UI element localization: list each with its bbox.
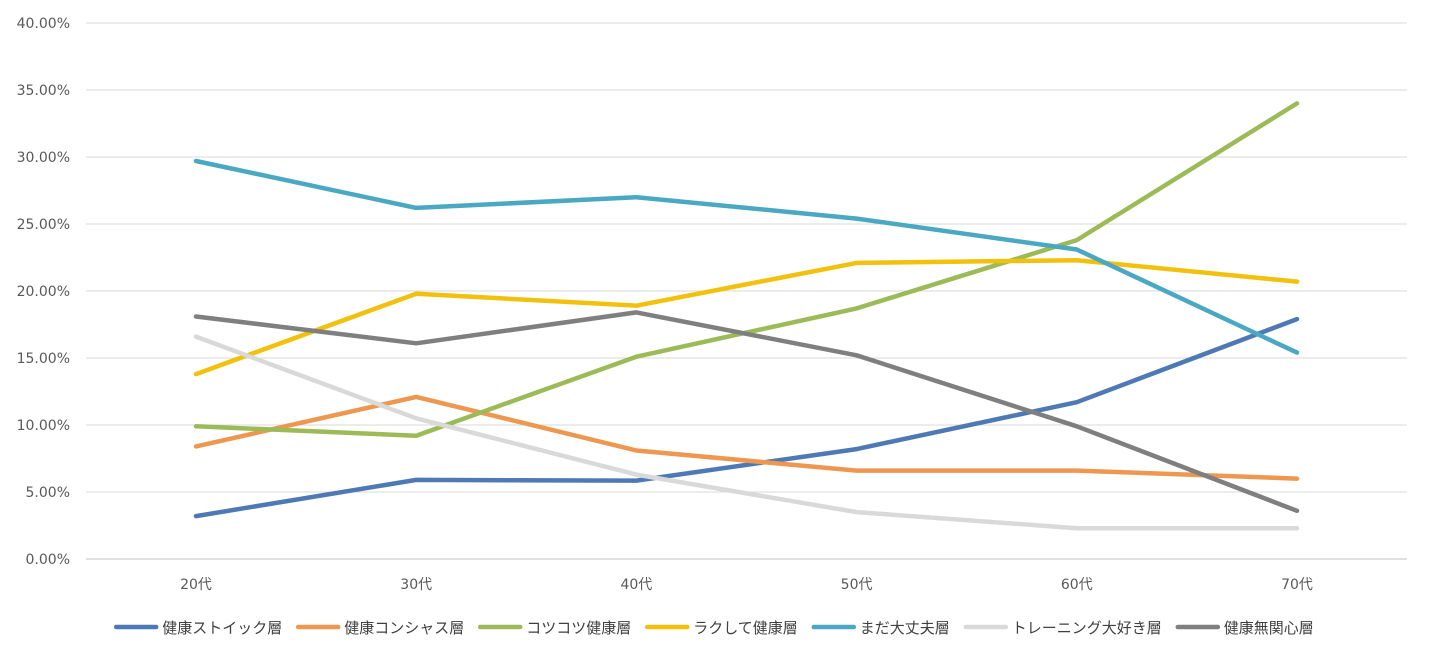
series-layer: [193, 101, 1300, 531]
legend-item: トレーニング大好き層: [963, 619, 1162, 637]
legend-label: ラクして健康層: [693, 619, 798, 637]
y-tick-label: 30.00%: [17, 150, 70, 166]
x-tick-label: 70代: [1281, 577, 1313, 593]
legend: 健康ストイック層 健康コンシャス層 コツコツ健康層 ラクして健康層 まだ大丈夫層 トレーニ…: [113, 619, 1314, 637]
y-tick-label: 10.00%: [17, 418, 70, 434]
y-tick-label: 15.00%: [17, 351, 70, 367]
legend-label: 健康無関心層: [1224, 619, 1314, 637]
x-tick-label: 50代: [841, 577, 873, 593]
series-line: [193, 158, 1300, 355]
legend-item: ラクして健康層: [644, 619, 798, 637]
legend-item: 健康無関心層: [1175, 619, 1314, 637]
legend-item: 健康コンシャス層: [295, 619, 464, 637]
legend-label: コツコツ健康層: [526, 619, 631, 637]
legend-item: コツコツ健康層: [477, 619, 631, 637]
x-tick-label: 20代: [180, 577, 212, 593]
x-tick-label: 60代: [1061, 577, 1093, 593]
axis-layer: 0.00% 5.00% 10.00% 15.00% 20.00% 25.00% 30.00%…: [17, 16, 1313, 593]
legend-item: 健康ストイック層: [113, 619, 282, 637]
y-tick-label: 25.00%: [17, 217, 70, 233]
legend-label: 健康ストイック層: [162, 619, 282, 637]
legend-label: 健康コンシャス層: [344, 619, 464, 637]
legend-item: まだ大丈夫層: [811, 619, 950, 637]
y-tick-label: 35.00%: [17, 83, 70, 99]
y-tick-label: 20.00%: [17, 284, 70, 300]
legend-label: まだ大丈夫層: [860, 619, 950, 637]
series-line: [193, 101, 1300, 438]
grid-layer: [86, 22, 1407, 560]
x-tick-label: 40代: [620, 577, 652, 593]
y-tick-label: 40.00%: [17, 16, 70, 32]
series-line: [193, 310, 1300, 514]
y-tick-label: 0.00%: [26, 552, 70, 568]
series-line: [193, 316, 1300, 519]
series-line: [193, 334, 1300, 531]
y-tick-label: 5.00%: [26, 485, 70, 501]
legend-label: トレーニング大好き層: [1012, 619, 1162, 637]
series-line: [193, 257, 1300, 377]
x-tick-label: 30代: [400, 577, 432, 593]
